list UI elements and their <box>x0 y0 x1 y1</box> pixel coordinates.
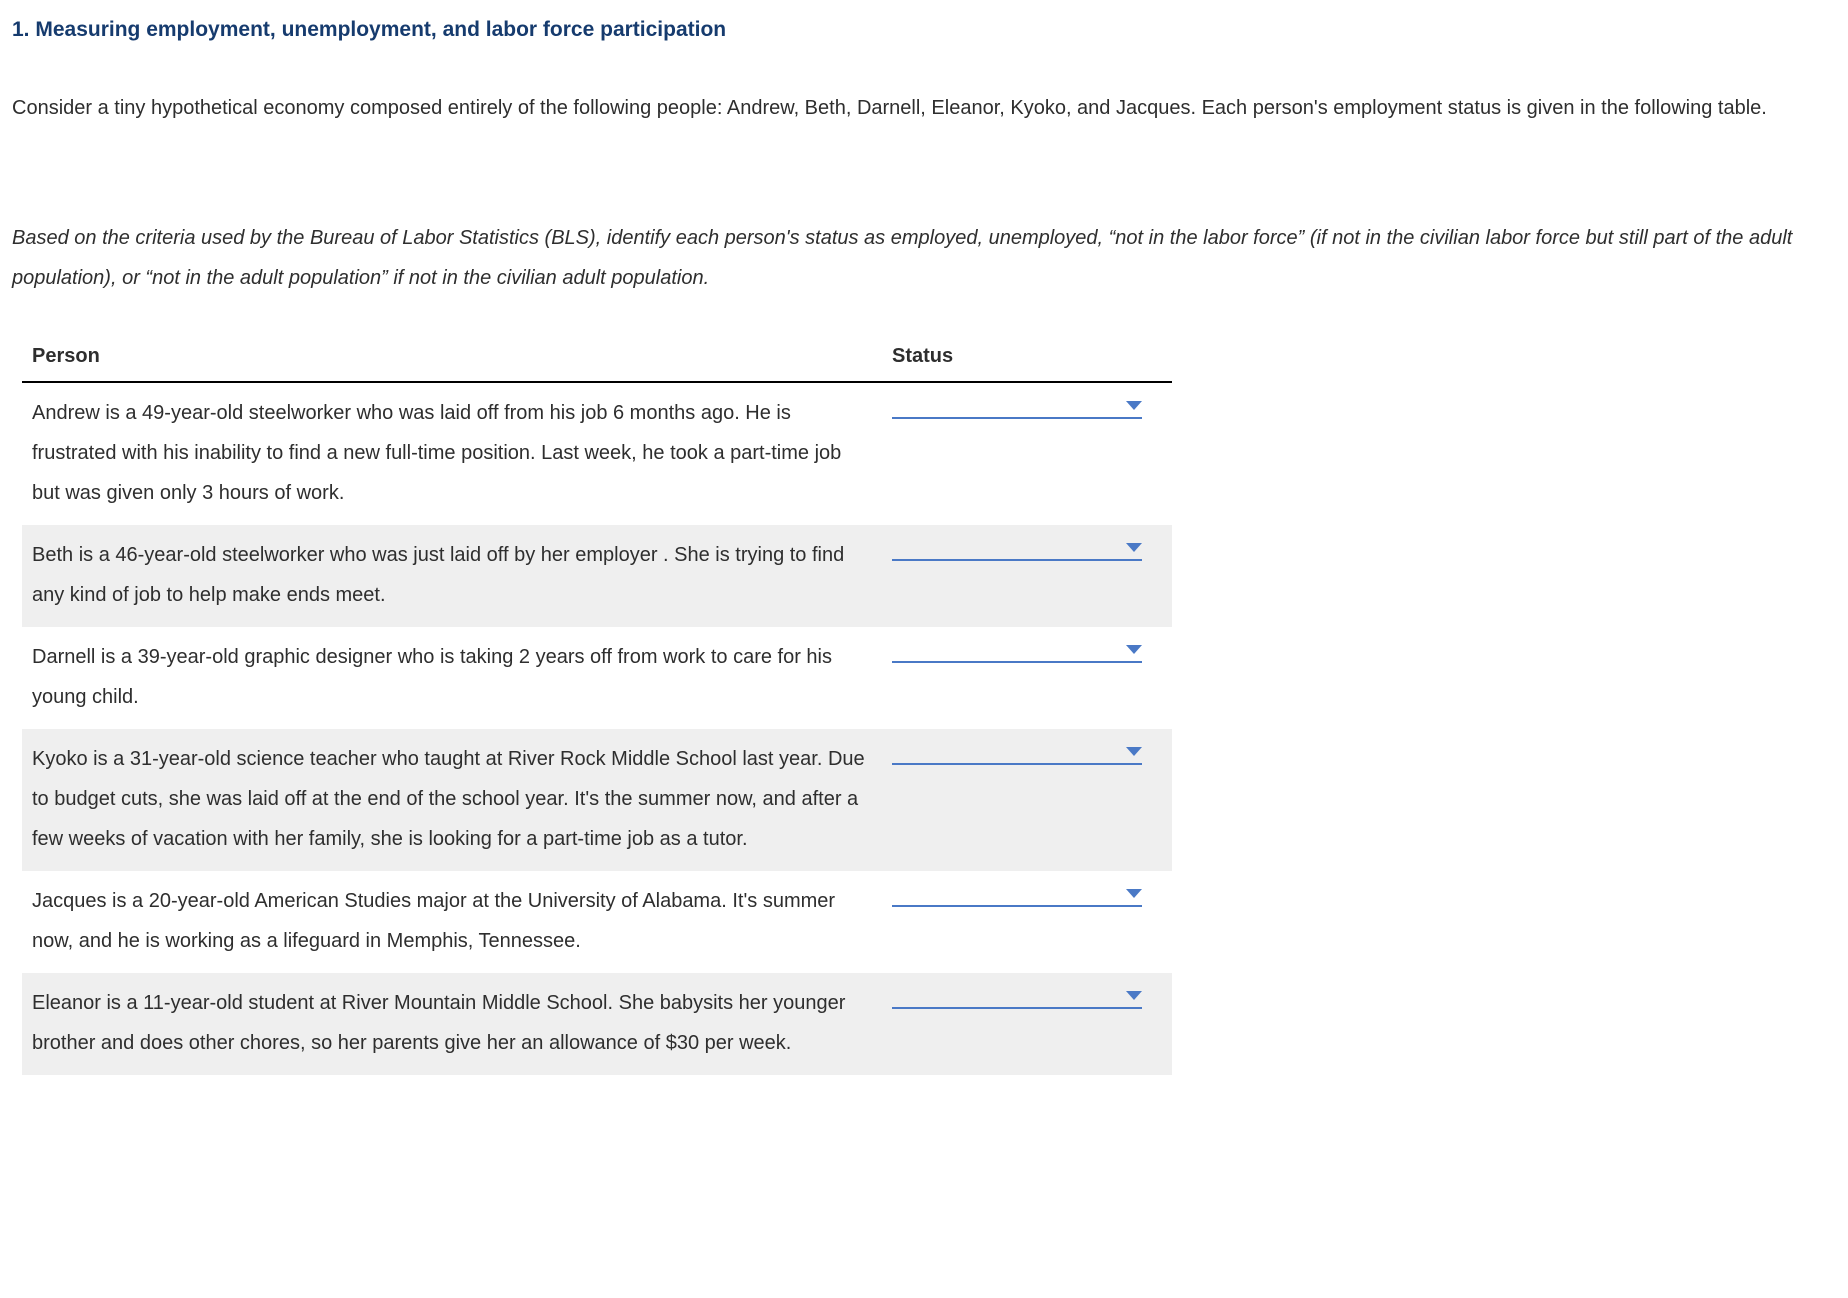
chevron-down-icon <box>1126 645 1142 655</box>
person-description: Darnell is a 39-year-old graphic designe… <box>22 627 882 729</box>
chevron-down-icon <box>1126 991 1142 1001</box>
table-row: Andrew is a 49-year-old steelworker who … <box>22 383 1172 525</box>
table-row: Kyoko is a 31-year-old science teacher w… <box>22 729 1172 871</box>
status-table: Person Status Andrew is a 49-year-old st… <box>22 333 1172 1075</box>
table-header-row: Person Status <box>22 333 1172 383</box>
chevron-down-icon <box>1126 889 1142 899</box>
column-header-person: Person <box>22 333 882 381</box>
status-cell <box>882 525 1172 573</box>
chevron-down-icon <box>1126 543 1142 553</box>
status-cell <box>882 383 1172 431</box>
person-description: Beth is a 46-year-old steelworker who wa… <box>22 525 882 627</box>
instructions-paragraph: Based on the criteria used by the Bureau… <box>12 218 1836 298</box>
chevron-down-icon <box>1126 401 1142 411</box>
status-cell <box>882 729 1172 777</box>
column-header-status: Status <box>882 333 1172 381</box>
status-dropdown[interactable] <box>892 395 1142 419</box>
person-description: Andrew is a 49-year-old steelworker who … <box>22 383 882 525</box>
intro-paragraph: Consider a tiny hypothetical economy com… <box>12 88 1836 128</box>
person-description: Jacques is a 20-year-old American Studie… <box>22 871 882 973</box>
status-dropdown[interactable] <box>892 639 1142 663</box>
status-cell <box>882 871 1172 919</box>
status-dropdown[interactable] <box>892 985 1142 1009</box>
person-description: Kyoko is a 31-year-old science teacher w… <box>22 729 882 871</box>
status-dropdown[interactable] <box>892 537 1142 561</box>
status-cell <box>882 973 1172 1021</box>
table-row: Eleanor is a 11-year-old student at Rive… <box>22 973 1172 1075</box>
status-dropdown[interactable] <box>892 883 1142 907</box>
person-description: Eleanor is a 11-year-old student at Rive… <box>22 973 882 1075</box>
status-cell <box>882 627 1172 675</box>
table-row: Jacques is a 20-year-old American Studie… <box>22 871 1172 973</box>
status-dropdown[interactable] <box>892 741 1142 765</box>
table-row: Beth is a 46-year-old steelworker who wa… <box>22 525 1172 627</box>
question-heading: 1. Measuring employment, unemployment, a… <box>12 12 1836 48</box>
table-row: Darnell is a 39-year-old graphic designe… <box>22 627 1172 729</box>
chevron-down-icon <box>1126 747 1142 757</box>
